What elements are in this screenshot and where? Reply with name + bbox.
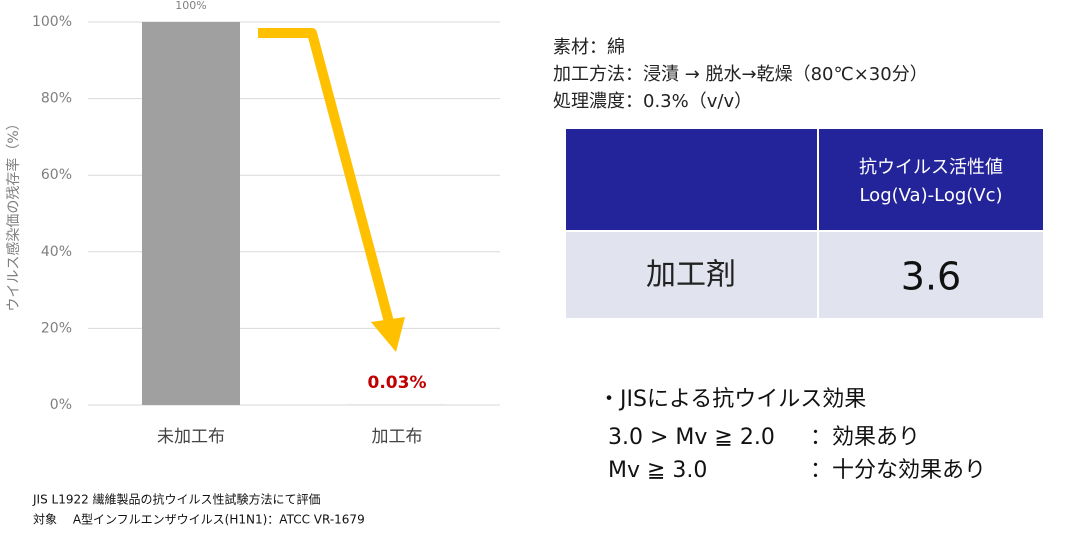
table-header-cell	[819, 129, 1043, 230]
table-header-cell	[566, 129, 817, 230]
y-axis-label: ウイルス感染価の残存率（%）	[5, 116, 22, 311]
arrow	[258, 33, 389, 322]
value-label: 0.03%	[368, 373, 427, 393]
y-tick-label: 20%	[41, 320, 72, 336]
table-cell-text: 加工剤	[646, 258, 736, 293]
criteria-condition: 3.0 > Mv ≧ 2.0	[608, 425, 775, 450]
criteria-condition: Mv ≧ 3.0	[608, 458, 707, 483]
value-label: 100%	[175, 0, 206, 12]
table-cell-text: 3.6	[901, 255, 961, 299]
x-tick-label: 加工布	[372, 427, 423, 447]
condition: 加工方法：浸漬 → 脱水→乾燥（80℃×30分）	[553, 64, 928, 85]
y-tick-label: 40%	[41, 244, 72, 260]
y-tick-label: 100%	[32, 14, 72, 30]
x-tick-label: 未加工布	[157, 427, 225, 447]
y-tick-label: 80%	[41, 91, 72, 107]
arrow-head	[371, 317, 405, 352]
condition: 処理濃度：0.3%（v/v）	[553, 91, 752, 112]
criteria-result: ：効果あり	[810, 425, 920, 450]
plot-area: 0% 20% 40% 60% 80% 100% 未加工布 100% 加工布 0.03%	[32, 0, 500, 447]
condition: 素材：綿	[553, 37, 625, 58]
criteria-result: ：十分な効果あり	[810, 458, 986, 483]
note: 対象 A型インフルエンザウイルス(H1N1)：ATCC VR-1679	[33, 513, 365, 527]
criteria-title: ・JISによる抗ウイルス効果	[598, 387, 866, 412]
note: JIS L1922 繊維製品の抗ウイルス性試験方法にて評価	[32, 492, 321, 507]
bar	[142, 22, 240, 405]
y-tick-label: 60%	[41, 167, 72, 183]
y-tick-label: 0%	[50, 397, 72, 413]
table-header: Log(Va)-Log(Vc)	[859, 185, 1002, 206]
table-header: 抗ウイルス活性値	[859, 157, 1003, 178]
